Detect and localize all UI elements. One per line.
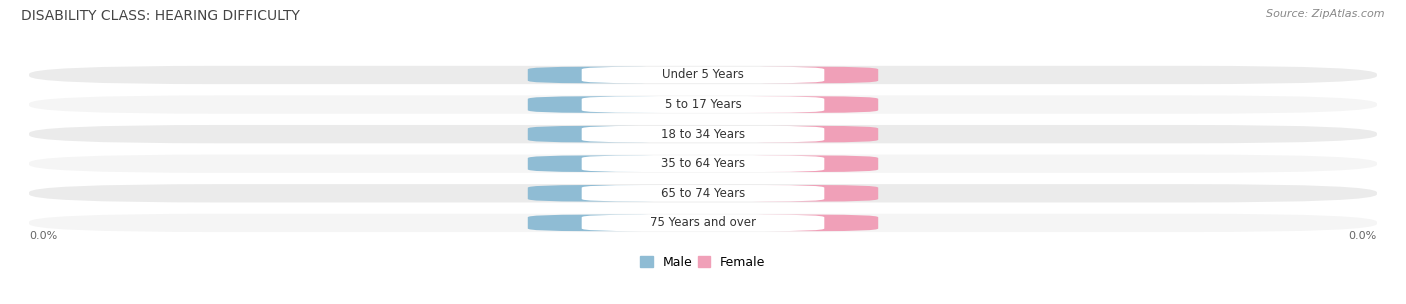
- FancyBboxPatch shape: [527, 67, 676, 83]
- FancyBboxPatch shape: [30, 214, 1376, 232]
- Text: 0.0%: 0.0%: [790, 100, 818, 109]
- FancyBboxPatch shape: [527, 155, 676, 172]
- FancyBboxPatch shape: [730, 96, 879, 113]
- FancyBboxPatch shape: [730, 185, 879, 202]
- FancyBboxPatch shape: [582, 67, 824, 83]
- Text: DISABILITY CLASS: HEARING DIFFICULTY: DISABILITY CLASS: HEARING DIFFICULTY: [21, 9, 299, 23]
- Text: 0.0%: 0.0%: [588, 129, 616, 139]
- FancyBboxPatch shape: [30, 154, 1376, 173]
- Text: 0.0%: 0.0%: [1348, 231, 1376, 241]
- Text: 65 to 74 Years: 65 to 74 Years: [661, 187, 745, 200]
- Text: 0.0%: 0.0%: [790, 159, 818, 169]
- Text: Under 5 Years: Under 5 Years: [662, 68, 744, 81]
- Text: 0.0%: 0.0%: [790, 129, 818, 139]
- Text: 0.0%: 0.0%: [30, 231, 58, 241]
- FancyBboxPatch shape: [582, 96, 824, 113]
- Legend: Male, Female: Male, Female: [636, 251, 770, 274]
- Text: 75 Years and over: 75 Years and over: [650, 216, 756, 230]
- FancyBboxPatch shape: [582, 185, 824, 202]
- FancyBboxPatch shape: [30, 95, 1376, 114]
- Text: 0.0%: 0.0%: [588, 218, 616, 228]
- Text: 0.0%: 0.0%: [588, 159, 616, 169]
- Text: Source: ZipAtlas.com: Source: ZipAtlas.com: [1267, 9, 1385, 19]
- Text: 0.0%: 0.0%: [790, 188, 818, 198]
- Text: 5 to 17 Years: 5 to 17 Years: [665, 98, 741, 111]
- FancyBboxPatch shape: [30, 184, 1376, 202]
- Text: 0.0%: 0.0%: [588, 100, 616, 109]
- FancyBboxPatch shape: [730, 155, 879, 172]
- FancyBboxPatch shape: [582, 215, 824, 231]
- FancyBboxPatch shape: [582, 126, 824, 142]
- Text: 35 to 64 Years: 35 to 64 Years: [661, 157, 745, 170]
- Text: 0.0%: 0.0%: [588, 70, 616, 80]
- FancyBboxPatch shape: [527, 126, 676, 142]
- FancyBboxPatch shape: [582, 155, 824, 172]
- FancyBboxPatch shape: [527, 215, 676, 231]
- Text: 0.0%: 0.0%: [790, 218, 818, 228]
- FancyBboxPatch shape: [30, 125, 1376, 143]
- FancyBboxPatch shape: [30, 66, 1376, 84]
- FancyBboxPatch shape: [527, 185, 676, 202]
- Text: 0.0%: 0.0%: [790, 70, 818, 80]
- FancyBboxPatch shape: [730, 215, 879, 231]
- Text: 18 to 34 Years: 18 to 34 Years: [661, 128, 745, 141]
- FancyBboxPatch shape: [730, 67, 879, 83]
- Text: 0.0%: 0.0%: [588, 188, 616, 198]
- FancyBboxPatch shape: [730, 126, 879, 142]
- FancyBboxPatch shape: [527, 96, 676, 113]
